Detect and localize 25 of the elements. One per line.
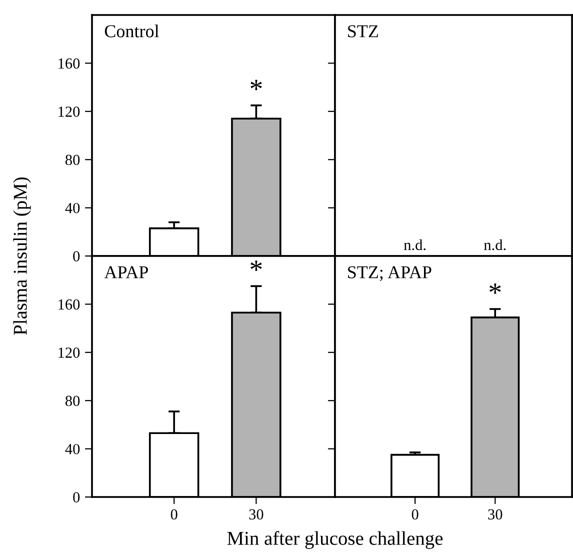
x-axis-title: Min after glucose challenge (227, 531, 443, 549)
y-tick-label: 80 (66, 396, 80, 406)
y-tick-label: 0 (73, 251, 80, 262)
chart-title: Control (104, 24, 159, 38)
chart-title: STZ (348, 25, 378, 38)
y-tick-label: 160 (58, 299, 80, 310)
y-tick-label: 80 (66, 154, 80, 166)
x-tick-label: 0 (170, 509, 178, 520)
x-tick-label: 30 (249, 509, 264, 520)
chart-title: APAP (104, 266, 148, 278)
x-tick-label: 30 (488, 509, 502, 520)
chart-title: STZ; APAP (348, 266, 432, 281)
y-tick-label: 0 (73, 492, 80, 502)
annotation: * (250, 260, 262, 271)
annotation: n.d. (404, 239, 426, 250)
y-axis-title: Plasma insulin (pM) (13, 177, 31, 335)
annotation: * (250, 80, 262, 90)
y-tick-label: 160 (58, 58, 80, 69)
y-tick-label: 120 (58, 106, 80, 117)
annotation: n.d. (484, 239, 506, 250)
x-tick-label: 0 (412, 509, 418, 520)
y-tick-label: 120 (58, 348, 80, 358)
y-tick-label: 40 (65, 444, 80, 454)
y-tick-label: 40 (65, 202, 80, 214)
annotation: * (490, 284, 501, 294)
